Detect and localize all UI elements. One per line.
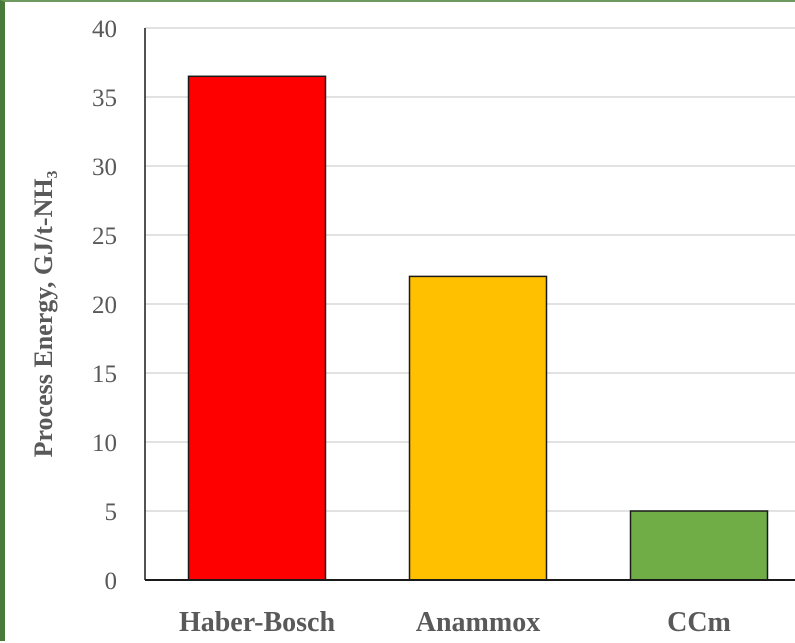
bar-chart: 0 5 10 15 20 25 30 35 40 Haber-Bosch Anammox CCm P…	[29, 16, 795, 638]
x-tick-labels: Haber-Bosch Anammox CCm	[179, 607, 731, 638]
bars	[187, 75, 769, 581]
x-tick-label-anammox: Anammox	[416, 607, 540, 638]
y-tick-labels: 0 5 10 15 20 25 30 35 40	[92, 16, 117, 595]
y-tick-label-20: 20	[92, 292, 117, 319]
x-tick-label-haber-bosch: Haber-Bosch	[179, 607, 335, 638]
x-tick-label-ccm: CCm	[667, 607, 731, 638]
y-tick-label-5: 5	[105, 499, 118, 526]
y-tick-label-30: 30	[92, 154, 117, 181]
y-tick-label-15: 15	[92, 361, 117, 388]
y-tick-label-10: 10	[92, 430, 117, 457]
y-tick-label-35: 35	[92, 85, 117, 112]
bar-ccm	[629, 510, 769, 581]
bar-haber-bosch	[187, 75, 327, 581]
y-tick-label-40: 40	[92, 16, 117, 43]
y-tick-label-25: 25	[92, 223, 117, 250]
y-axis-title: Process Energy, GJ/t-NH₃	[29, 170, 58, 457]
bar-anammox	[408, 275, 548, 581]
y-tick-label-0: 0	[105, 568, 118, 595]
